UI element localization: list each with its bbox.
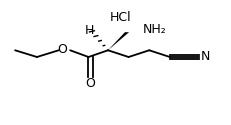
Text: H: H bbox=[85, 24, 94, 37]
Polygon shape bbox=[107, 32, 128, 50]
Text: N: N bbox=[200, 50, 209, 64]
Text: NH₂: NH₂ bbox=[142, 23, 165, 36]
Text: O: O bbox=[85, 77, 95, 90]
Text: O: O bbox=[57, 43, 67, 56]
Text: HCl: HCl bbox=[109, 11, 131, 24]
